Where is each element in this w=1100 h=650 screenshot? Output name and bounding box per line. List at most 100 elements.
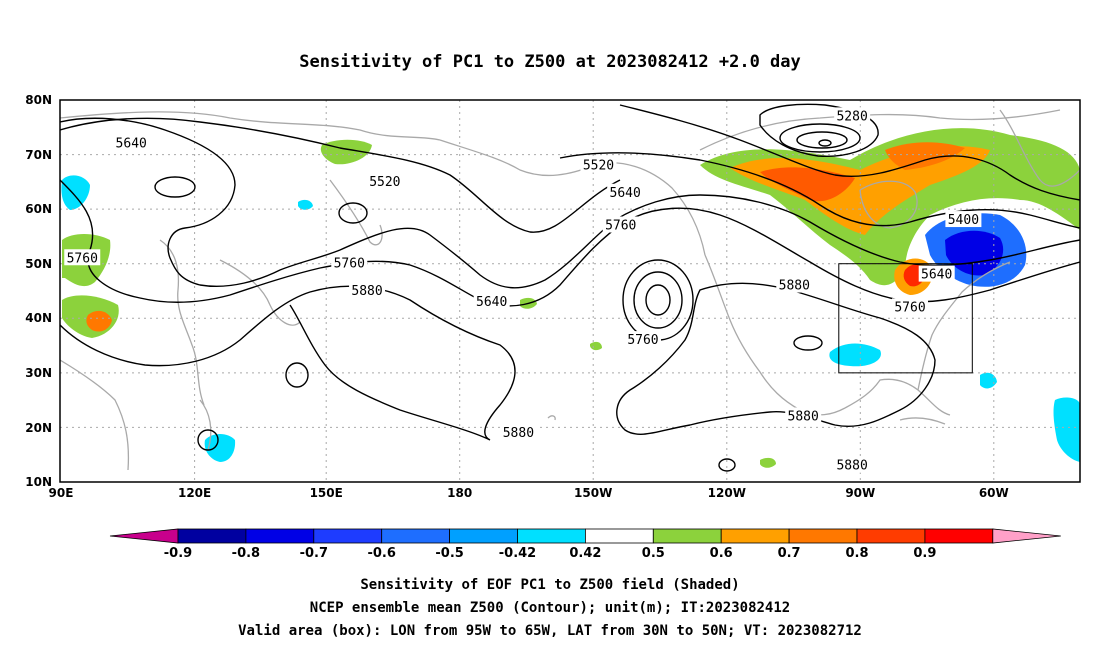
- contour-low-kuril: [338, 202, 368, 224]
- lon-label-150w: 150W: [574, 486, 612, 500]
- contour-label: 5880: [351, 284, 382, 299]
- colorbar-label: 0.5: [642, 546, 665, 561]
- contour-5520-west: [60, 117, 621, 233]
- positive-sensitivity-china-core: [86, 310, 112, 332]
- contour-label: 5520: [583, 158, 614, 173]
- colorbar-label: -0.42: [499, 546, 536, 561]
- contour-label: 5880: [503, 426, 534, 441]
- caption-line-3: Valid area (box): LON from 95W to 65W, L…: [238, 623, 862, 639]
- lon-label-120w: 120W: [708, 486, 746, 500]
- coast-canada-arctic: [699, 109, 1061, 151]
- positive-sensitivity-small-2: [760, 457, 776, 468]
- contour-label-bg: [918, 265, 955, 282]
- contour-label: 5520: [369, 175, 400, 190]
- colorbar-segment: [856, 528, 926, 544]
- contour-high-small-1: [285, 362, 309, 388]
- negative-sensitivity-caribbean: [1053, 397, 1080, 462]
- coast-gulf: [844, 378, 951, 416]
- colorbar-over-triangle: [992, 528, 1061, 544]
- colorbar-segment: [652, 528, 722, 544]
- colorbar-label: 0.7: [778, 546, 801, 561]
- colorbar-segment: [245, 528, 315, 544]
- coast-cuba: [899, 417, 946, 425]
- negative-sensitivity-small-2: [298, 199, 313, 210]
- contour-label-bg: [331, 254, 368, 271]
- contour-label: 5760: [605, 219, 636, 234]
- colorbar-label: -0.5: [435, 546, 463, 561]
- lon-label-60w: 60W: [979, 486, 1009, 500]
- contour-5640-asia: [60, 117, 1080, 289]
- lon-label-120e: 120E: [178, 486, 211, 500]
- colorbar-under-triangle: [109, 528, 179, 544]
- contour-label: 5280: [836, 109, 867, 124]
- lon-label-90w: 90W: [845, 486, 875, 500]
- positive-sensitivity-small-3: [590, 341, 602, 351]
- lon-label-180: 180: [447, 486, 472, 500]
- coast-east-coast: [917, 261, 1011, 391]
- coast-hawaii: [547, 415, 556, 421]
- lon-label-90e: 90E: [49, 486, 74, 500]
- negative-sensitivity-pacific-west: [204, 434, 236, 462]
- lat-label-40n: 40N: [25, 311, 52, 325]
- contour-label-bg: [776, 276, 813, 293]
- latitude-labels: 80N 70N 60N 50N 40N 30N 20N 10N: [25, 93, 52, 489]
- positive-sensitivity-max: [760, 167, 855, 202]
- contour-label: 5880: [788, 410, 819, 425]
- colorbar-label: -0.8: [232, 546, 260, 561]
- contour-high-small-4: [718, 458, 736, 472]
- colorbar-label: 0.42: [569, 546, 601, 561]
- colorbar-segment: [720, 528, 790, 544]
- colorbar-label: -0.9: [164, 546, 192, 561]
- contour-low-pacific-2: [633, 271, 683, 329]
- colorbar-segment: [924, 528, 994, 544]
- contour-label-bg: [349, 282, 386, 298]
- colorbar-segment: [788, 528, 858, 544]
- lon-label-150e: 150E: [310, 486, 343, 500]
- contour-label: 5640: [476, 295, 507, 310]
- coast-asia-north: [60, 111, 441, 141]
- contour-label: 5640: [921, 268, 952, 283]
- coast-southeast-asia: [60, 359, 130, 471]
- coast-east-asia: [159, 239, 205, 406]
- lat-label-30n: 30N: [25, 366, 52, 380]
- lat-label-10n: 10N: [25, 475, 52, 489]
- colorbar-label: 0.6: [710, 546, 733, 561]
- contour-label: 5760: [67, 251, 98, 266]
- lat-label-50n: 50N: [25, 257, 52, 271]
- colorbar-label: 0.9: [913, 546, 936, 561]
- longitude-labels: 90E 120E 150E 180 150W 120W 90W 60W: [49, 486, 1009, 500]
- contour-label: 5400: [948, 213, 979, 228]
- figure-title: Sensitivity of PC1 to Z500 at 2023082412…: [299, 52, 801, 72]
- lat-label-20n: 20N: [25, 421, 52, 435]
- contour-label-bg: [500, 423, 537, 440]
- valid-area-box: [838, 263, 973, 374]
- z500-contours: [60, 103, 1080, 472]
- coastlines: [60, 109, 1080, 471]
- contour-label-bg: [580, 156, 617, 173]
- contour-5280-inner-3: [818, 139, 832, 147]
- contour-label: 5880: [779, 279, 810, 294]
- negative-sensitivity-gulf: [829, 343, 881, 367]
- caption-line-2: NCEP ensemble mean Z500 (Contour); unit(…: [310, 600, 790, 616]
- contour-5520-east: [559, 152, 1080, 229]
- coast-korea-japan: [219, 259, 301, 326]
- positive-sensitivity-max-2: [885, 142, 965, 170]
- lat-label-70n: 70N: [25, 148, 52, 162]
- contour-label-bg: [834, 456, 871, 473]
- contour-5760: [60, 179, 1080, 307]
- colorbar: -0.9 -0.8 -0.7 -0.6 -0.5 -0.42 0.42 0.5 0.6 0.7 0.…: [109, 528, 1061, 561]
- contour-label: 5760: [334, 257, 365, 272]
- negative-sensitivity-small: [980, 372, 997, 389]
- contour-label-bg: [945, 211, 982, 228]
- contour-label-bg: [113, 134, 150, 151]
- coast-hudson-bay: [859, 180, 918, 229]
- contour-5280-inner-2: [796, 131, 848, 149]
- caption-line-1: Sensitivity of EOF PC1 to Z500 field (Sh…: [360, 577, 739, 593]
- lat-label-80n: 80N: [25, 93, 52, 107]
- contour-label-bg: [366, 172, 403, 189]
- contour-label: 5640: [116, 137, 147, 152]
- contour-label-bg: [624, 331, 661, 348]
- coast-greenland: [999, 109, 1080, 187]
- contour-label-bg: [834, 107, 871, 124]
